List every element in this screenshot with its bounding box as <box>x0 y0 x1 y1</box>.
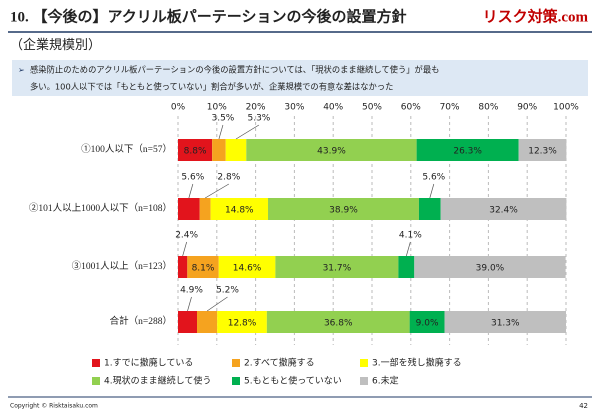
legend-swatch <box>232 377 240 385</box>
data-label: 5.6% <box>181 173 204 183</box>
x-tick-label: 90% <box>517 103 537 113</box>
bar-segment <box>275 256 399 278</box>
x-tick-label: 80% <box>478 103 498 113</box>
data-label: 36.8% <box>324 319 353 329</box>
leader-line <box>235 124 260 140</box>
slide-title: 10. 【今後の】アクリル板パーテーションの今後の設置方針 <box>10 7 406 25</box>
legend-label: 1.すでに撤廃している <box>104 357 193 369</box>
bullet: ➢ <box>18 66 25 75</box>
legend-label: 4.現状のまま継続して使う <box>104 375 211 387</box>
data-label: 8.1% <box>192 264 215 274</box>
data-label: 12.3% <box>528 147 557 157</box>
data-label: 9.0% <box>416 319 439 329</box>
page-number: 42 <box>579 402 588 410</box>
bar-segment <box>266 311 410 333</box>
bar-segment <box>199 198 211 220</box>
bar-segment <box>409 311 445 333</box>
data-label: 8.8% <box>184 147 207 157</box>
data-label: 2.8% <box>217 173 240 183</box>
bar-segment <box>210 198 269 220</box>
legend-label: 6.未定 <box>372 375 399 387</box>
data-label: 4.1% <box>399 231 422 241</box>
data-label: 5.6% <box>422 173 445 183</box>
data-label: 3.5% <box>211 114 234 124</box>
bar-segment <box>444 311 566 333</box>
copyright: Copyright © Risktaisaku.com <box>10 403 98 410</box>
legend-swatch <box>232 359 240 367</box>
leader-line <box>206 296 228 312</box>
y-tick-label: ①100人以下（n=57） <box>81 143 172 155</box>
y-tick-label: ③1001人以上（n=123） <box>72 260 172 272</box>
x-tick-label: 20% <box>246 103 266 113</box>
y-tick-label: 合計（n=288） <box>110 315 172 327</box>
bar-segment <box>217 311 267 333</box>
leader-line <box>429 183 435 199</box>
legend-swatch <box>92 359 100 367</box>
legend-label: 5.もともと使っていない <box>244 375 342 387</box>
bar-segment <box>416 139 519 161</box>
x-tick-label: 60% <box>401 103 421 113</box>
bar-segment <box>414 256 566 278</box>
subtitle: （企業規模別） <box>10 37 101 52</box>
data-label: 14.6% <box>233 264 262 274</box>
bar-segment <box>440 198 567 220</box>
logo: リスク対策.com <box>483 7 589 25</box>
data-label: 43.9% <box>317 147 346 157</box>
data-label: 14.8% <box>225 206 254 216</box>
bar-segment <box>212 139 226 161</box>
data-label: 2.4% <box>175 231 198 241</box>
leader-line <box>406 241 411 257</box>
bar-segment <box>178 139 213 161</box>
leader-line <box>182 241 187 257</box>
x-tick-label: 70% <box>440 103 460 113</box>
x-tick-label: 50% <box>362 103 382 113</box>
bar-segment <box>178 198 200 220</box>
data-label: 5.2% <box>216 286 239 296</box>
leader-line <box>187 296 192 312</box>
bar-segment <box>518 139 567 161</box>
x-tick-label: 40% <box>323 103 343 113</box>
bar-segment <box>398 256 415 278</box>
data-label: 12.8% <box>228 319 257 329</box>
legend-swatch <box>360 359 368 367</box>
legend-swatch <box>360 377 368 385</box>
bar-segment <box>418 198 441 220</box>
bar-segment <box>197 311 218 333</box>
summary-line: 多い。100人以下では「もともと使っていない」割合が多いが、企業規模での有意な差… <box>30 82 393 92</box>
bar-segment <box>178 311 198 333</box>
leader-line <box>218 124 224 140</box>
data-label: 32.4% <box>489 206 518 216</box>
legend-label: 2.すべて撤廃する <box>244 357 315 369</box>
bar-segment <box>268 198 419 220</box>
bar-segment <box>218 256 276 278</box>
x-tick-label: 10% <box>207 103 227 113</box>
legend-label: 3.一部を残し撤廃する <box>372 357 462 369</box>
summary-box <box>12 60 588 96</box>
data-label: 39.0% <box>476 264 505 274</box>
data-label: 31.3% <box>491 319 520 329</box>
summary-line: 感染防止のためのアクリル板パーテーションの今後の設置方針については、「現状のまま… <box>30 65 439 75</box>
data-label: 38.9% <box>329 206 358 216</box>
y-tick-label: ②101人以上1000人以下（n=108） <box>29 202 172 214</box>
data-label: 5.3% <box>247 114 270 124</box>
bar-segment <box>225 139 247 161</box>
leader-line <box>188 183 194 199</box>
bar-segment <box>187 256 219 278</box>
bar-segment <box>246 139 417 161</box>
x-tick-label: 100% <box>553 103 579 113</box>
leader-line <box>204 183 230 199</box>
x-tick-label: 0% <box>171 103 186 113</box>
legend-swatch <box>92 377 100 385</box>
data-label: 31.7% <box>323 264 352 274</box>
bar-segment <box>178 256 188 278</box>
x-tick-label: 30% <box>284 103 304 113</box>
data-label: 4.9% <box>180 286 203 296</box>
data-label: 26.3% <box>453 147 482 157</box>
